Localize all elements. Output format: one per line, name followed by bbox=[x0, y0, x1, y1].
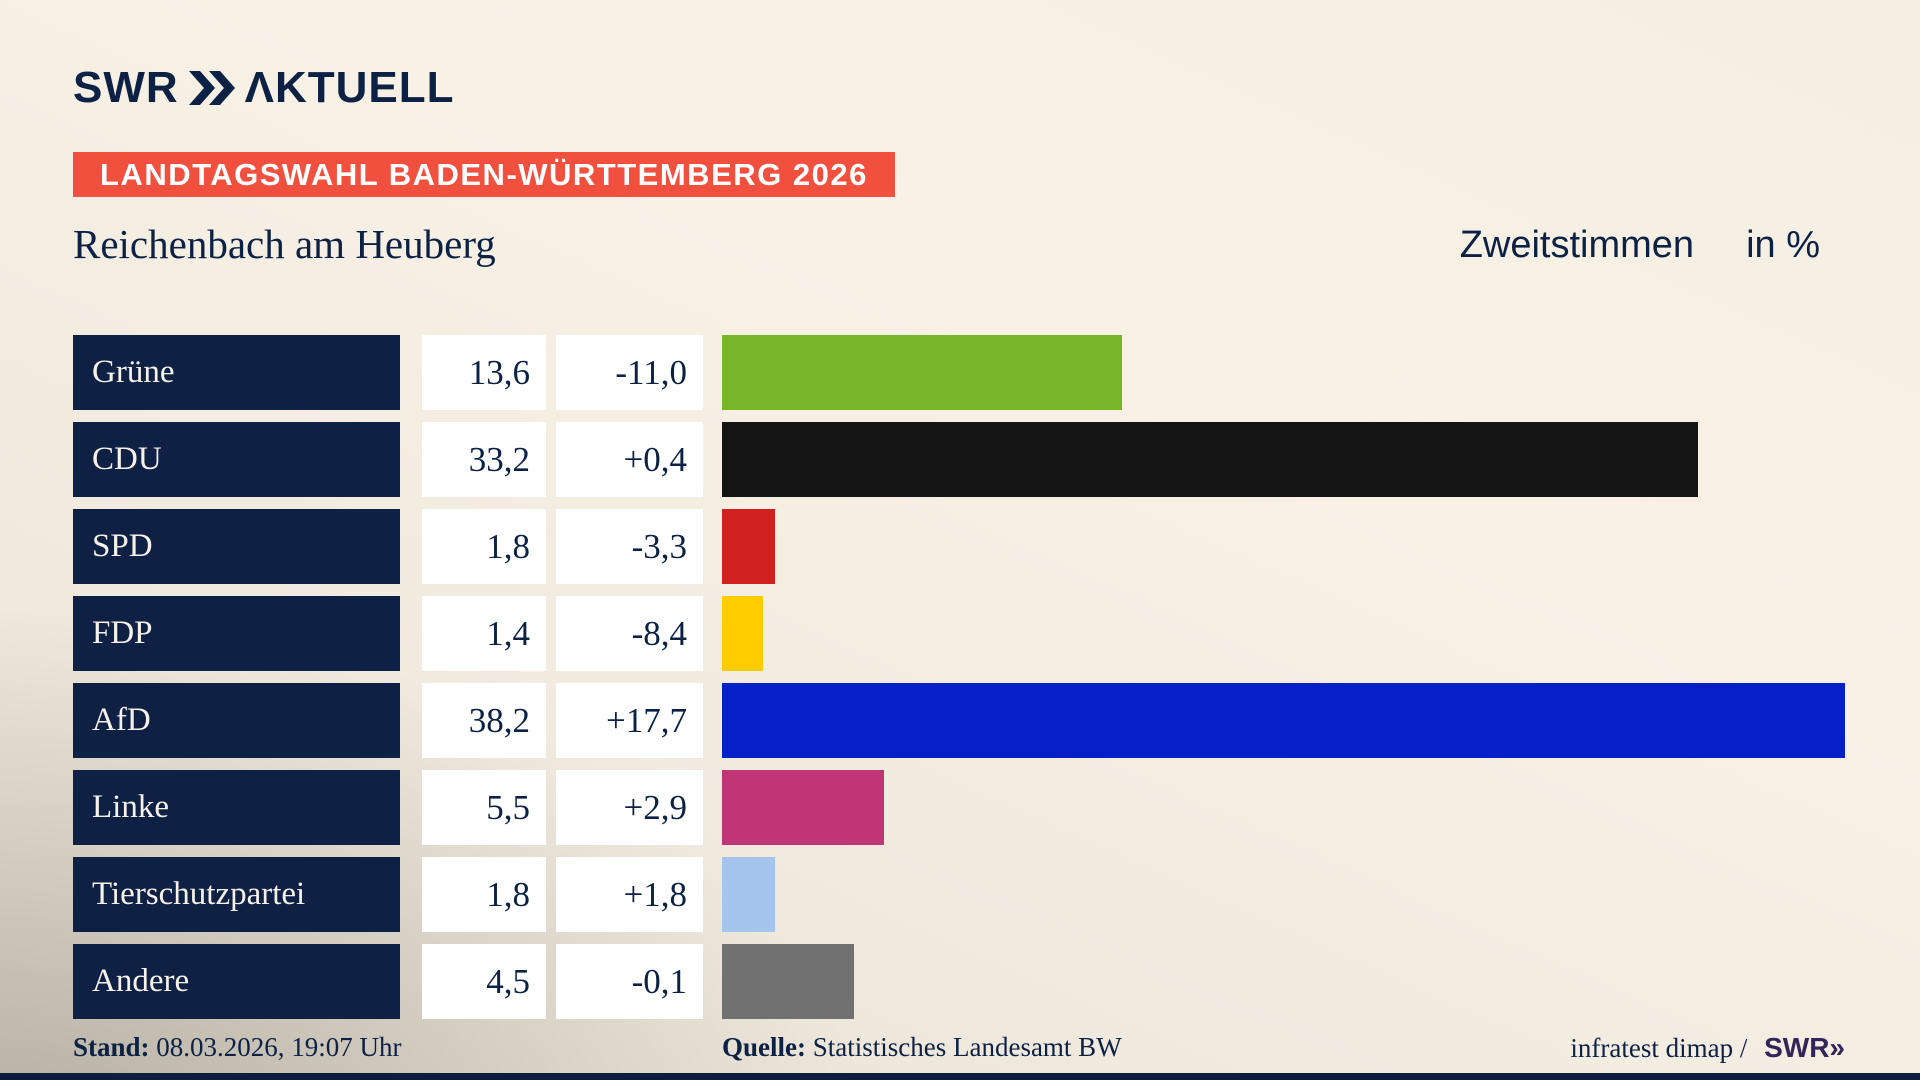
party-label: Linke bbox=[73, 770, 400, 845]
party-label: CDU bbox=[73, 422, 400, 497]
party-change: -11,0 bbox=[556, 335, 703, 410]
stand-value: 08.03.2026, 19:07 Uhr bbox=[156, 1032, 402, 1062]
party-label: AfD bbox=[73, 683, 400, 758]
measure-unit: in % bbox=[1746, 224, 1820, 266]
measure-title: Zweitstimmen in % bbox=[1460, 224, 1820, 267]
source-label: Quelle: bbox=[722, 1032, 806, 1062]
result-bar bbox=[722, 509, 775, 584]
party-value: 4,5 bbox=[422, 944, 546, 1019]
party-change: +2,9 bbox=[556, 770, 703, 845]
party-change: +1,8 bbox=[556, 857, 703, 932]
table-row: FDP 1,4 -8,4 bbox=[73, 596, 1845, 671]
party-label: Andere bbox=[73, 944, 400, 1019]
credit: infratest dimap / SWR» bbox=[1570, 1032, 1845, 1064]
party-change: -8,4 bbox=[556, 596, 703, 671]
party-change: -0,1 bbox=[556, 944, 703, 1019]
data-source: Quelle: Statistisches Landesamt BW bbox=[722, 1032, 1122, 1063]
table-row: AfD 38,2 +17,7 bbox=[73, 683, 1845, 758]
party-label: Grüne bbox=[73, 335, 400, 410]
stand-label: Stand: bbox=[73, 1032, 150, 1062]
double-chevron-icon bbox=[188, 71, 235, 105]
result-bar bbox=[722, 857, 775, 932]
municipality-title: Reichenbach am Heuberg bbox=[73, 221, 496, 267]
swr-aktuell-logo: SWR ΛKTUELL bbox=[73, 66, 455, 110]
party-label: FDP bbox=[73, 596, 400, 671]
result-bar bbox=[722, 335, 1122, 410]
result-bar bbox=[722, 944, 855, 1019]
results-table: Grüne 13,6 -11,0 CDU 33,2 +0,4 SPD 1,8 -3,3 FDP 1,… bbox=[73, 335, 1845, 1031]
result-bar bbox=[722, 683, 1845, 758]
election-banner: LANDTAGSWAHL BADEN-WÜRTTEMBERG 2026 bbox=[73, 152, 895, 197]
party-change: -3,3 bbox=[556, 509, 703, 584]
party-change: +17,7 bbox=[556, 683, 703, 758]
table-row: CDU 33,2 +0,4 bbox=[73, 422, 1845, 497]
party-value: 1,8 bbox=[422, 509, 546, 584]
party-label: SPD bbox=[73, 509, 400, 584]
result-bar bbox=[722, 770, 884, 845]
source-value: Statistisches Landesamt BW bbox=[812, 1032, 1122, 1062]
aktuell-logo-text: ΛKTUELL bbox=[244, 63, 455, 112]
table-row: Linke 5,5 +2,9 bbox=[73, 770, 1845, 845]
credit-text: infratest dimap / bbox=[1570, 1033, 1748, 1063]
swr-logo-text: SWR bbox=[73, 63, 179, 112]
status-timestamp: Stand: 08.03.2026, 19:07 Uhr bbox=[73, 1032, 402, 1063]
table-row: Andere 4,5 -0,1 bbox=[73, 944, 1845, 1019]
party-value: 1,4 bbox=[422, 596, 546, 671]
party-label: Tierschutzpartei bbox=[73, 857, 400, 932]
table-row: Grüne 13,6 -11,0 bbox=[73, 335, 1845, 410]
party-change: +0,4 bbox=[556, 422, 703, 497]
swr-footer-logo: SWR» bbox=[1764, 1032, 1845, 1063]
party-value: 13,6 bbox=[422, 335, 546, 410]
party-value: 33,2 bbox=[422, 422, 546, 497]
measure-label: Zweitstimmen bbox=[1459, 224, 1695, 266]
result-bar bbox=[722, 596, 764, 671]
result-bar bbox=[722, 422, 1698, 497]
table-row: Tierschutzpartei 1,8 +1,8 bbox=[73, 857, 1845, 932]
party-value: 1,8 bbox=[422, 857, 546, 932]
table-row: SPD 1,8 -3,3 bbox=[73, 509, 1845, 584]
bottom-edge-bar bbox=[0, 1073, 1920, 1080]
party-value: 5,5 bbox=[422, 770, 546, 845]
party-value: 38,2 bbox=[422, 683, 546, 758]
